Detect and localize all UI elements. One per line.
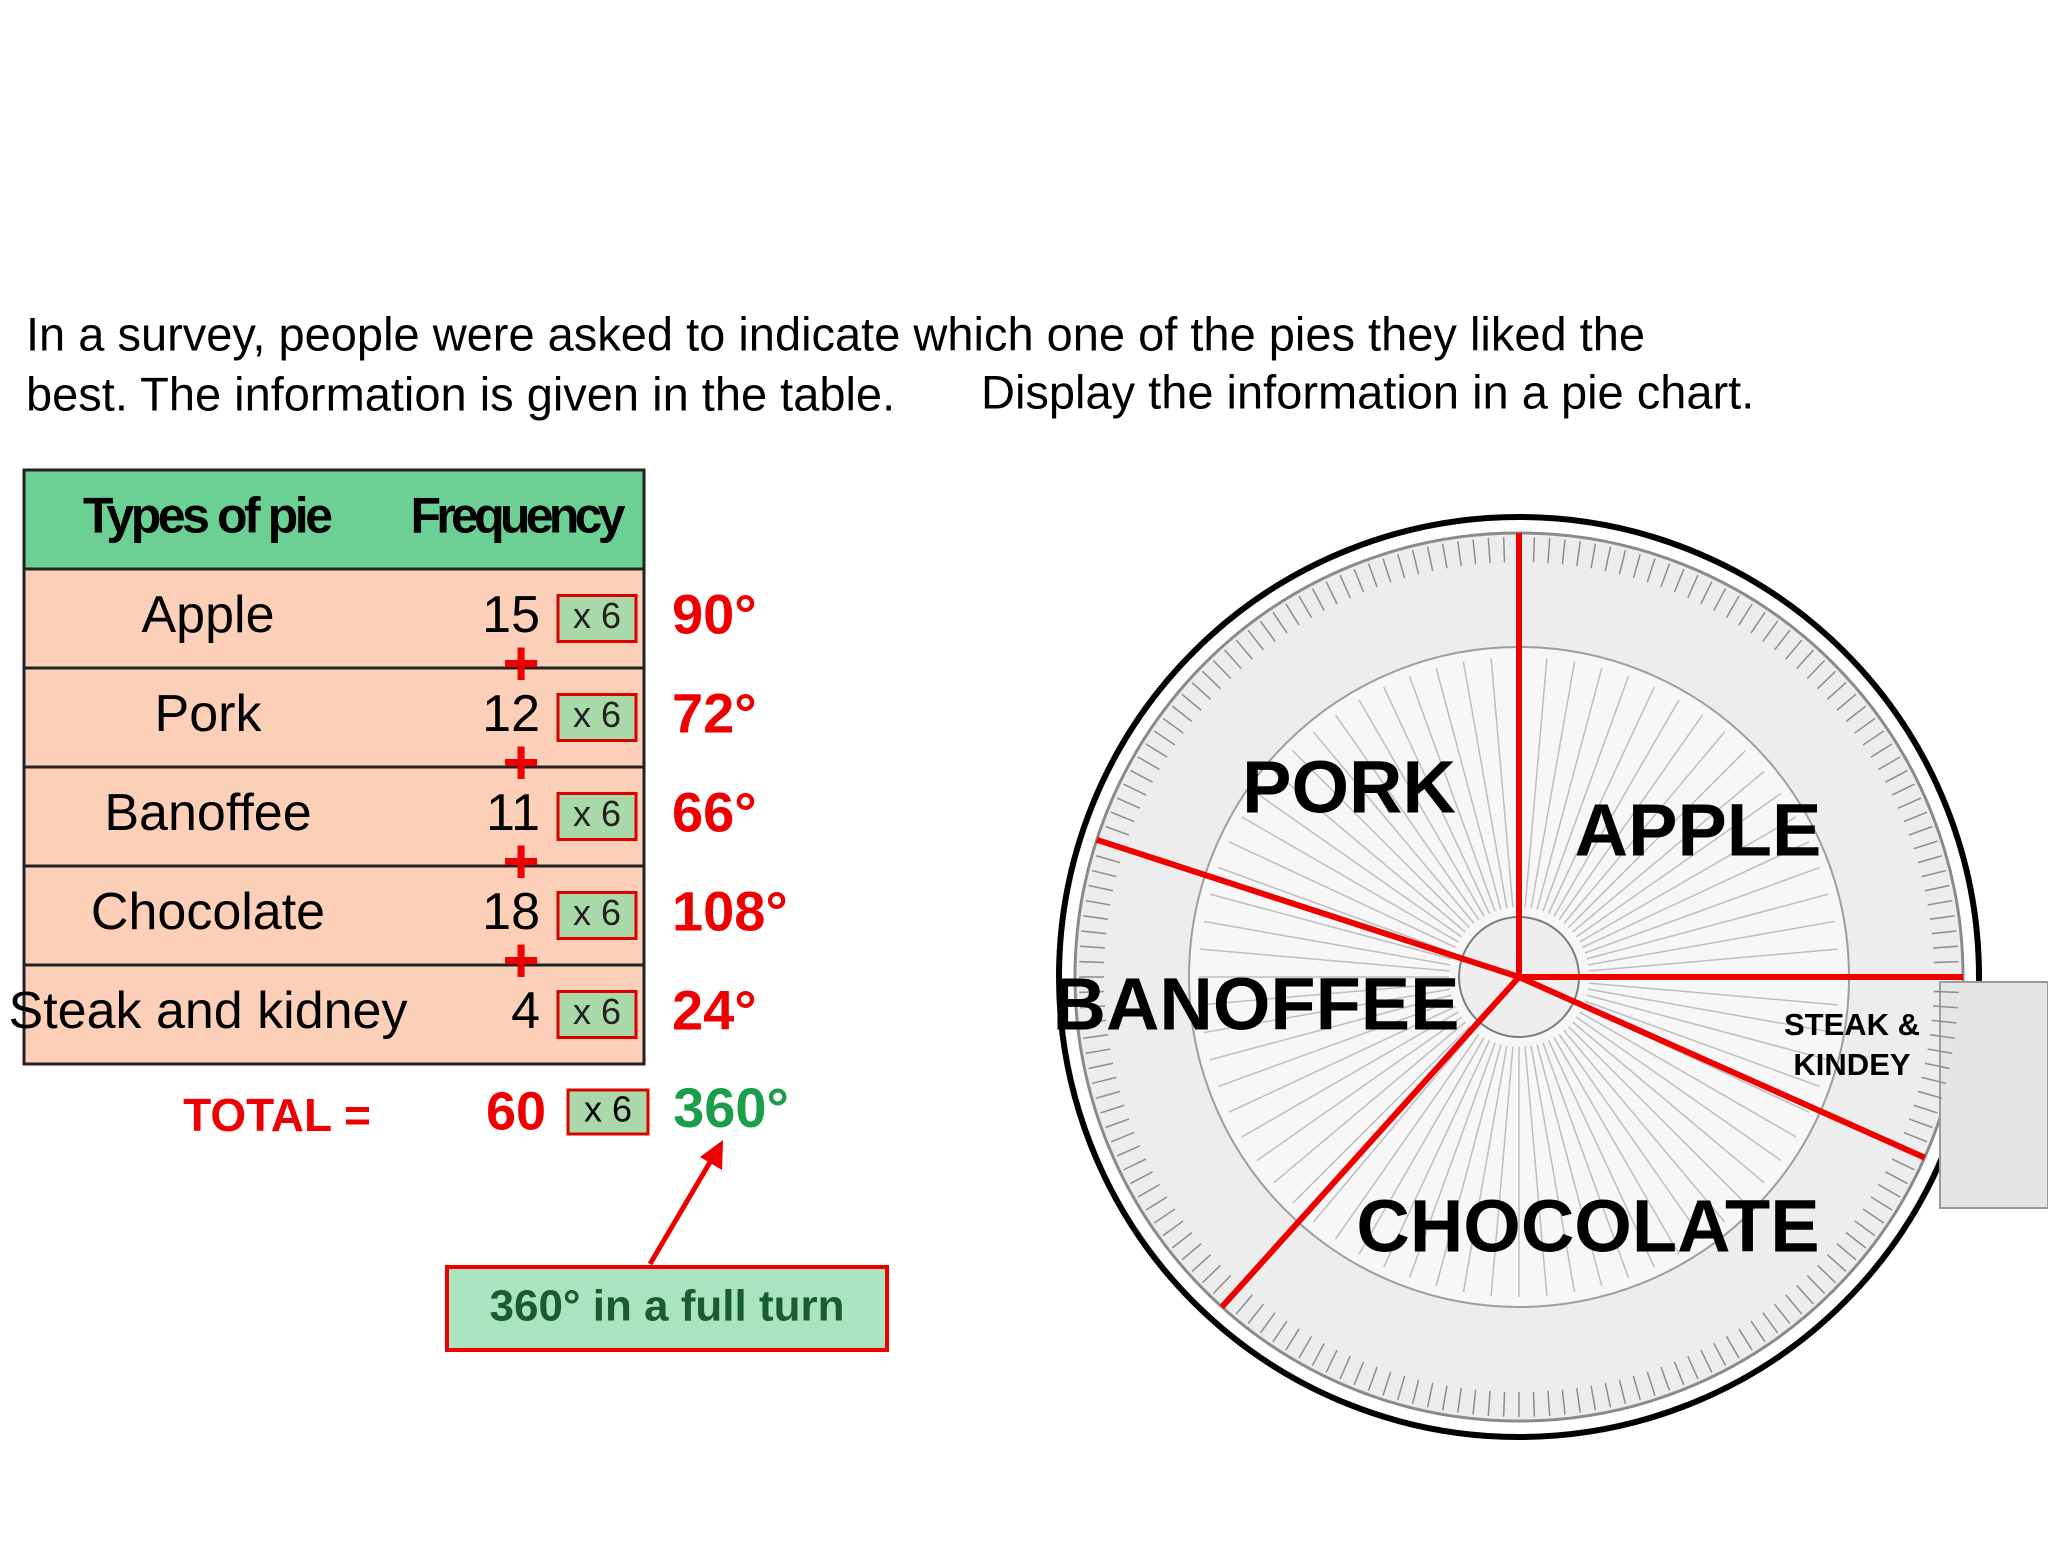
angle: 66° bbox=[672, 780, 757, 843]
multiplier: x 6 bbox=[573, 892, 621, 933]
header-cell: Frequency bbox=[411, 488, 626, 544]
multiplier: x 6 bbox=[573, 694, 621, 735]
pie-chart: APPLE PORK BANOFFEE CHOCOLATE STEAK & KINDEY bbox=[1053, 517, 2048, 1437]
total-frequency: 60 bbox=[486, 1081, 546, 1141]
instruction-text: Display the information in a pie chart. bbox=[981, 365, 1754, 418]
pie-sector bbox=[1519, 533, 1963, 977]
angle: 90° bbox=[672, 582, 757, 645]
angle: 24° bbox=[672, 978, 757, 1041]
table-row bbox=[24, 569, 644, 668]
plus-sign: + bbox=[502, 924, 539, 996]
plus-sign: + bbox=[502, 627, 539, 699]
total-label: TOTAL = bbox=[183, 1089, 371, 1141]
multiplier: x 6 bbox=[573, 991, 621, 1032]
table-row bbox=[24, 668, 644, 767]
pie-label: CHOCOLATE bbox=[1356, 1185, 1819, 1268]
pie-type: Apple bbox=[142, 586, 275, 644]
plus-sign: + bbox=[502, 825, 539, 897]
pie-label: APPLE bbox=[1575, 789, 1822, 872]
pie-label: PORK bbox=[1242, 746, 1456, 829]
instruction-text: best. The information is given in the ta… bbox=[26, 367, 895, 420]
multiplier: x 6 bbox=[573, 793, 621, 834]
callout-text: 360° in a full turn bbox=[490, 1282, 845, 1331]
arrow-head bbox=[700, 1140, 723, 1170]
plus-sign: + bbox=[502, 726, 539, 798]
pie-type: Steak and kidney bbox=[9, 982, 408, 1040]
callout-arrow bbox=[650, 1152, 716, 1264]
instruction-text: In a survey, people were asked to indica… bbox=[26, 307, 1645, 360]
multiplier: x 6 bbox=[584, 1089, 632, 1130]
angle: 72° bbox=[672, 681, 757, 744]
angle: 108° bbox=[672, 879, 788, 942]
pie-type: Banoffee bbox=[104, 784, 311, 842]
pie-label: STEAK & bbox=[1784, 1007, 1920, 1042]
pie-type: Pork bbox=[155, 685, 263, 743]
pie-label: KINDEY bbox=[1793, 1047, 1910, 1082]
total-angle: 360° bbox=[673, 1076, 789, 1139]
multiplier: x 6 bbox=[573, 595, 621, 636]
pie-label: BANOFFEE bbox=[1053, 963, 1460, 1046]
pie-type: Chocolate bbox=[91, 883, 325, 941]
header-cell: Types of pie bbox=[83, 488, 333, 544]
